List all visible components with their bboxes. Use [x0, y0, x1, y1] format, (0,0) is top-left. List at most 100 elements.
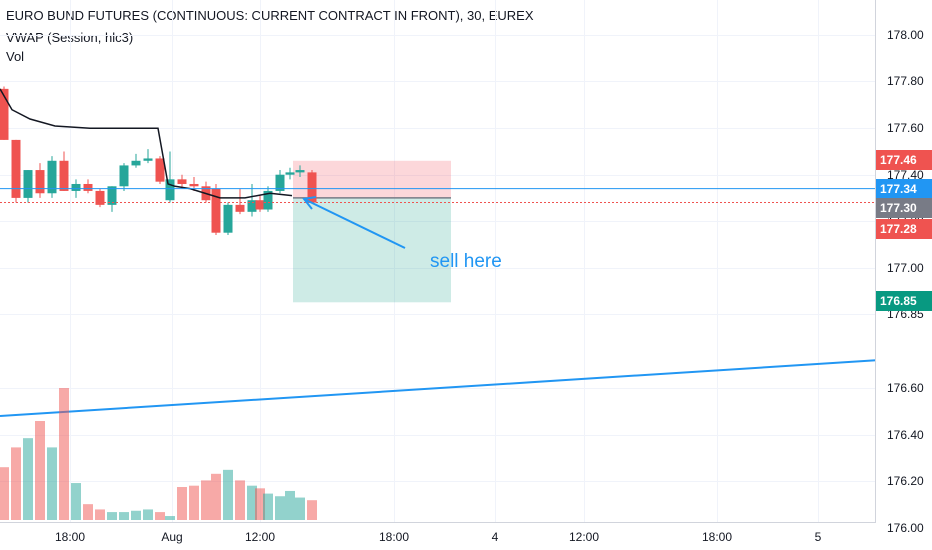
price-badge-bg: [876, 198, 932, 218]
time-tick-label: 4: [492, 530, 499, 544]
candle: [107, 186, 117, 212]
candle-body: [165, 179, 175, 201]
candle-body: [23, 170, 33, 198]
candle-body: [263, 190, 273, 210]
price-axis: 178.00177.80177.60177.40177.20177.00176.…: [887, 28, 924, 535]
candle: [255, 195, 265, 212]
candle: [275, 170, 285, 194]
candle: [285, 167, 295, 180]
time-tick-label: 5: [815, 530, 822, 544]
candle-body: [143, 158, 153, 161]
candle-body: [235, 204, 245, 212]
price-badge: 176.85: [876, 291, 932, 311]
candle-body: [211, 188, 221, 233]
candle: [165, 151, 175, 203]
volume-bar: [165, 516, 175, 520]
volume-bar: [201, 480, 211, 520]
volume-bar: [235, 480, 245, 520]
price-badge-bg: [876, 150, 932, 170]
volume-bar: [155, 512, 165, 520]
volume-bar: [35, 421, 45, 520]
volume-bars: [0, 388, 317, 520]
volume-bar: [211, 473, 221, 520]
volume-bar: [0, 467, 9, 520]
candle-body: [177, 179, 187, 184]
price-tick-label: 177.00: [887, 261, 924, 275]
price-badge-label: 177.28: [880, 222, 917, 236]
candle: [263, 186, 273, 212]
candle-body: [59, 160, 69, 191]
candle: [211, 183, 221, 236]
time-tick-label: Aug: [161, 530, 182, 544]
candle-body: [95, 190, 105, 205]
annotation-text[interactable]: sell here: [430, 251, 502, 272]
candle-body: [107, 186, 117, 205]
candle-body: [295, 170, 305, 173]
volume-bar: [223, 469, 233, 520]
volume-indicator-label[interactable]: Vol: [6, 49, 25, 64]
volume-bar: [295, 497, 305, 520]
candle: [47, 156, 57, 198]
price-badge: 177.34: [876, 179, 932, 199]
volume-bar: [307, 500, 317, 520]
time-axis: 18:00 Aug 12:00 18:00 4 12:00 18:00 5: [55, 530, 822, 544]
time-tick-label: 18:00: [702, 530, 732, 544]
price-badge-bg: [876, 291, 932, 311]
price-badge: 177.28: [876, 219, 932, 239]
candle-body: [119, 165, 129, 187]
candle-body: [275, 174, 285, 191]
price-badges: 177.46 177.34 177.30 177.28 176.85: [876, 150, 932, 311]
candle: [247, 183, 257, 217]
take-profit-zone: [293, 197, 451, 303]
volume-bar: [131, 510, 141, 520]
vwap-layer: [0, 88, 293, 199]
volume-bar: [23, 438, 33, 520]
candle: [119, 163, 129, 191]
chart-title: EURO BUND FUTURES (CONTINUOUS: CURRENT C…: [6, 8, 534, 23]
volume-bar: [107, 512, 117, 520]
price-badge-label: 177.34: [880, 182, 917, 196]
candle: [143, 149, 153, 164]
candle: [23, 170, 33, 203]
candle-body: [47, 160, 57, 194]
volume-bar: [177, 487, 187, 520]
candle-body: [285, 172, 295, 175]
candle-body: [131, 160, 141, 166]
candle-body: [223, 204, 233, 233]
candle: [223, 202, 233, 236]
volume-bar: [189, 485, 199, 520]
volume-bar: [263, 493, 273, 520]
volume-bar: [83, 504, 93, 520]
candle-body: [255, 200, 265, 210]
price-badge-label: 177.46: [880, 153, 917, 167]
candle-body: [35, 170, 45, 194]
candle: [95, 188, 105, 208]
volume-bar: [11, 447, 21, 520]
volume-bar: [275, 496, 285, 520]
stop-loss-zone: [293, 160, 451, 198]
vwap-indicator-label[interactable]: VWAP (Session, hlc3): [6, 30, 134, 45]
candle-body: [71, 183, 81, 191]
trend-line: [0, 359, 877, 417]
price-tick-label: 176.00: [887, 521, 924, 535]
price-badge: 177.30: [876, 198, 932, 218]
volume-bar: [119, 512, 129, 520]
time-tick-label: 12:00: [569, 530, 599, 544]
candle: [295, 165, 305, 178]
candle: [59, 151, 69, 191]
volume-bar: [47, 447, 57, 520]
candle-body: [155, 158, 165, 182]
candle: [11, 139, 21, 203]
price-badge-label: 176.85: [880, 294, 917, 308]
candle-body: [247, 200, 257, 212]
candle: [131, 153, 141, 168]
vwap-line: [0, 88, 293, 199]
candle: [83, 179, 93, 194]
volume-bar: [247, 485, 257, 520]
candle: [177, 174, 187, 189]
candle: [35, 163, 45, 198]
price-badge: 177.46: [876, 150, 932, 170]
candle: [235, 188, 245, 215]
candle: [155, 156, 165, 184]
